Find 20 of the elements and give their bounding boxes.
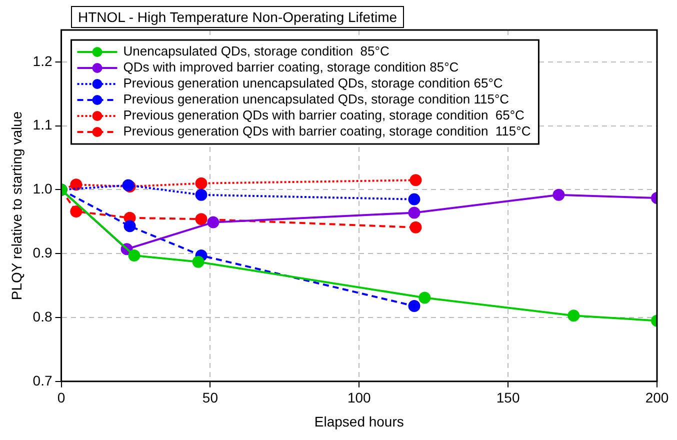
x-tick-label: 0: [57, 390, 66, 406]
x-tick-label: 150: [496, 390, 520, 406]
legend-label: QDs with improved barrier coating, storage condition 85°C: [123, 60, 459, 75]
x-tick-label: 200: [645, 390, 669, 406]
legend-label: Previous generation unencapsulated QDs, storage condition 65°C: [123, 76, 503, 91]
y-tick-label: 0.9: [32, 244, 52, 260]
x-axis-title: Elapsed hours: [314, 413, 404, 430]
y-tick-label: 0.8: [32, 308, 52, 324]
legend-label: Previous generation QDs with barrier coating, storage condition 65°C: [123, 108, 524, 123]
y-tick-label: 1.1: [32, 116, 52, 133]
y-axis-title: PLQY relative to starting value: [8, 111, 24, 300]
x-tick-label: 50: [202, 390, 218, 406]
chart-title: HTNOL - High Temperature Non-Operating Lifetime: [71, 6, 404, 28]
legend-label: Unencapsulated QDs, storage condition 85°C: [123, 44, 390, 59]
y-tick-label: 1.2: [32, 52, 52, 69]
legend-label: Previous generation unencapsulated QDs, storage condition 115°C: [123, 92, 510, 107]
y-tick-label: 1.0: [32, 180, 52, 197]
legend-label: Previous generation QDs with barrier coating, storage condition 115°C: [123, 124, 531, 139]
x-tick-label: 100: [347, 390, 372, 406]
y-tick-label: 0.7: [32, 372, 52, 388]
